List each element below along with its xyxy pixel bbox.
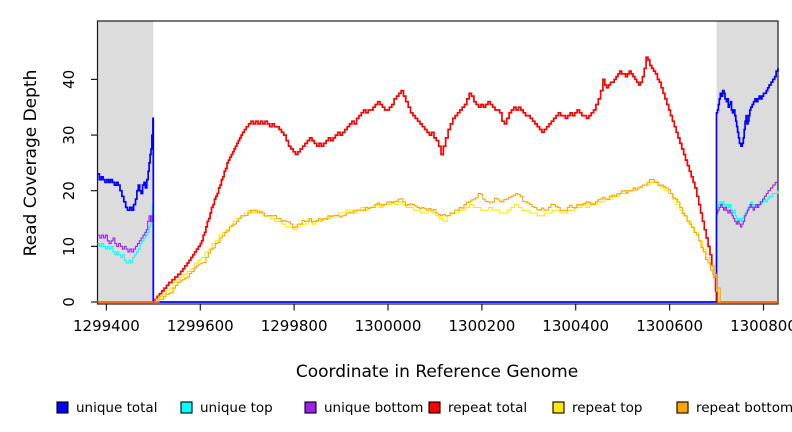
legend-label: unique bottom [324,400,423,416]
legend-label: repeat top [572,400,642,416]
series-line-unique-total [97,68,779,303]
legend: unique total unique top unique bottom repea… [56,400,792,416]
legend-swatch-repeat-total [428,401,441,414]
legend-label: unique total [76,400,157,416]
masked-region-right [716,21,778,304]
x-tick-label: 1300600 [636,317,703,335]
legend-swatch-unique-total [56,401,69,414]
legend-swatch-unique-top [180,401,193,414]
legend-label: repeat bottom [696,400,792,416]
y-axis-title: Read Coverage Depth [21,70,41,257]
legend-swatch-repeat-bottom [676,401,689,414]
legend-item-unique-bottom: unique bottom [304,400,423,416]
x-tick-label: 1300800 [730,317,792,335]
masked-region-left [97,21,154,304]
x-tick-label: 1300000 [355,317,422,335]
y-tick-label: 10 [60,237,78,256]
legend-item-unique-total: unique total [56,400,157,416]
series-lines [97,56,779,303]
masked-regions [97,21,778,304]
x-axis-title: Coordinate in Reference Genome [296,362,578,382]
y-tick-label: 30 [60,126,78,145]
legend-item-repeat-bottom: repeat bottom [676,400,792,416]
series-line-repeat-top [97,181,778,303]
x-tick-label: 1299800 [261,317,328,335]
series-line-unique-top [97,190,779,303]
x-tick-label: 1299600 [167,317,234,335]
y-tick-label: 40 [60,70,78,89]
x-tick-label: 1299400 [73,317,140,335]
x-tick-label: 1300200 [448,317,515,335]
series-line-unique-bottom [97,181,778,303]
y-tick-label: 20 [60,181,78,200]
legend-swatch-repeat-top [552,401,565,414]
legend-label: repeat total [448,400,527,416]
y-tick-label: 0 [60,297,78,307]
y-axis: 0 10 20 30 40 [60,70,98,307]
x-axis: 1299400 1299600 1299800 1300000 1300200 13004… [73,304,792,335]
legend-item-repeat-top: repeat top [552,400,642,416]
plot-box-border [96,20,779,305]
legend-item-repeat-total: repeat total [428,400,527,416]
series-line-repeat-bottom [97,179,778,303]
x-tick-label: 1300400 [542,317,609,335]
plot-box [96,20,779,305]
legend-label: unique top [200,400,273,416]
legend-swatch-unique-bottom [304,401,317,414]
series-line-repeat-total [97,56,778,303]
legend-item-unique-top: unique top [180,400,273,416]
